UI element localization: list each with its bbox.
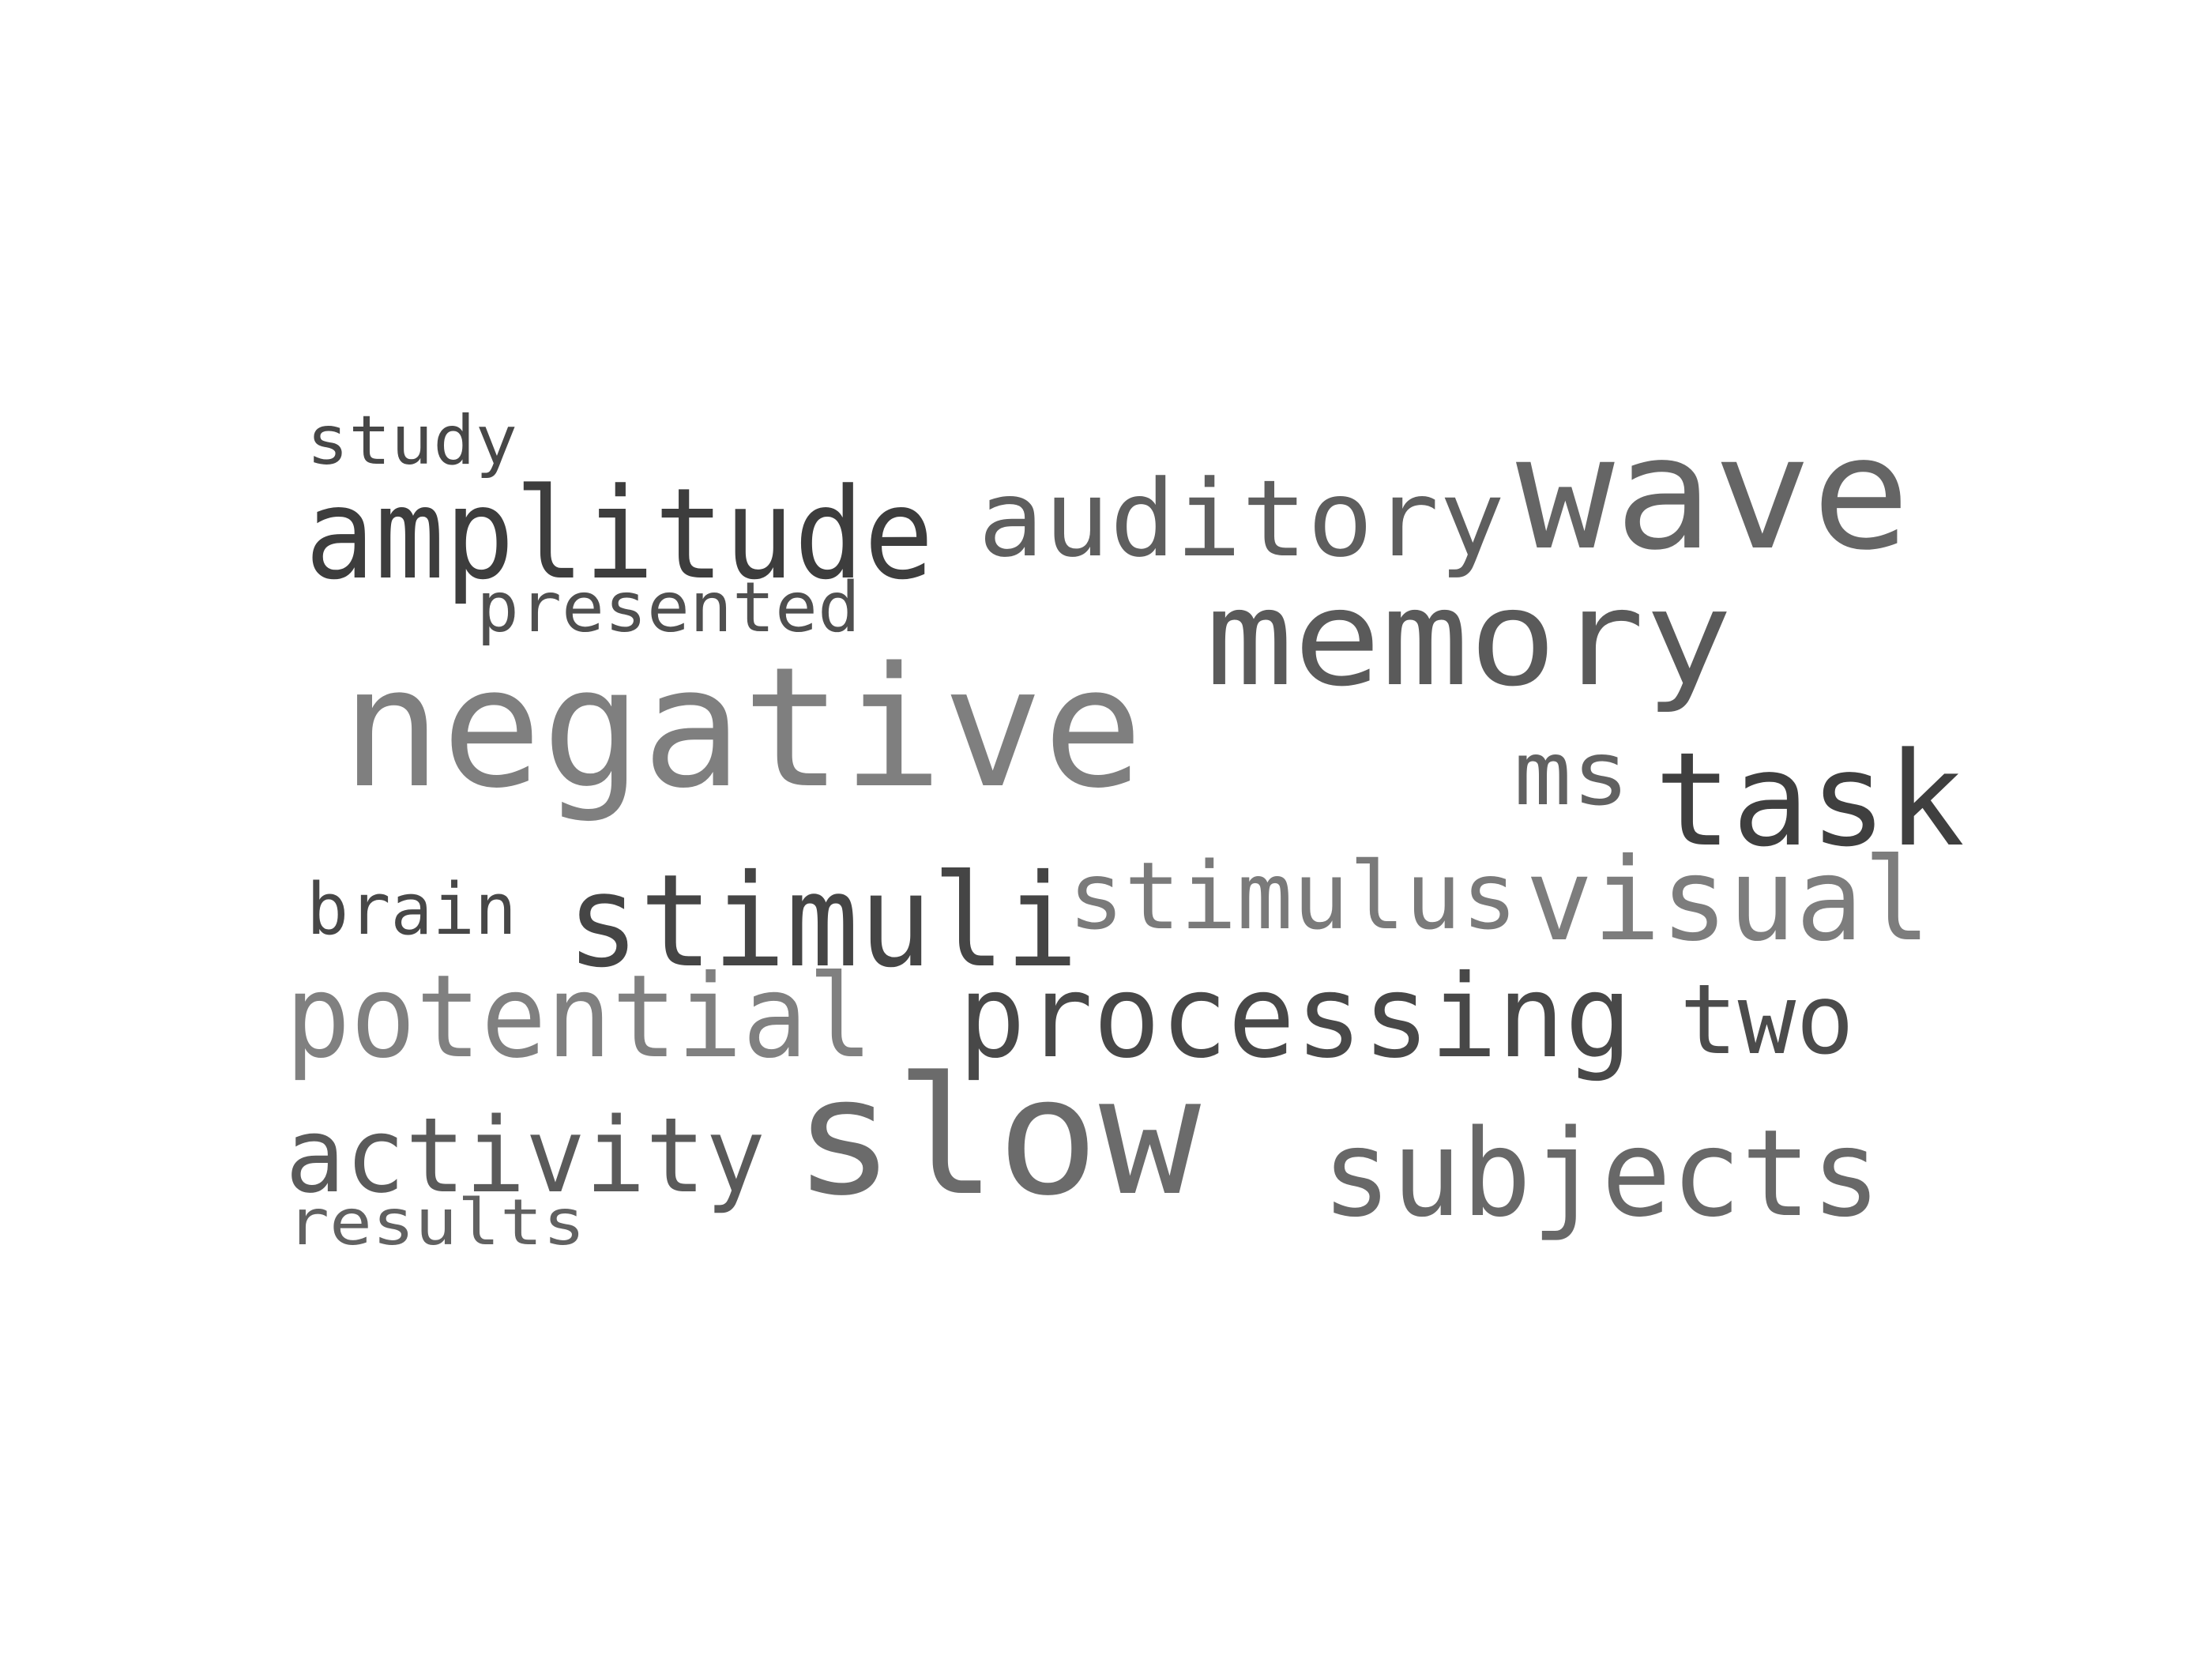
word-stimulus: stimulus bbox=[1068, 841, 1518, 950]
word-negative: negative bbox=[341, 631, 1143, 825]
word-presented: presented bbox=[476, 567, 860, 648]
word-auditory: auditory bbox=[978, 457, 1505, 581]
word-ms: ms bbox=[1514, 723, 1630, 826]
word-results: results bbox=[287, 1186, 585, 1259]
word-two: two bbox=[1680, 964, 1854, 1076]
word-study: study bbox=[307, 401, 517, 480]
word-wave: wave bbox=[1516, 402, 1910, 585]
word-visual: visual bbox=[1525, 833, 1931, 967]
word-subjects: subjects bbox=[1322, 1104, 1881, 1243]
word-potential: potential bbox=[285, 950, 873, 1084]
word-brain: brain bbox=[307, 868, 517, 951]
word-memory: memory bbox=[1206, 561, 1732, 716]
word-processing: processing bbox=[958, 950, 1632, 1084]
word-slow: slow bbox=[793, 1042, 1202, 1232]
word-amplitude: amplitude bbox=[305, 461, 934, 608]
word-task: task bbox=[1654, 724, 1965, 875]
word-activity: activity bbox=[285, 1095, 766, 1216]
word-stimuli: stimuli bbox=[566, 848, 1078, 996]
